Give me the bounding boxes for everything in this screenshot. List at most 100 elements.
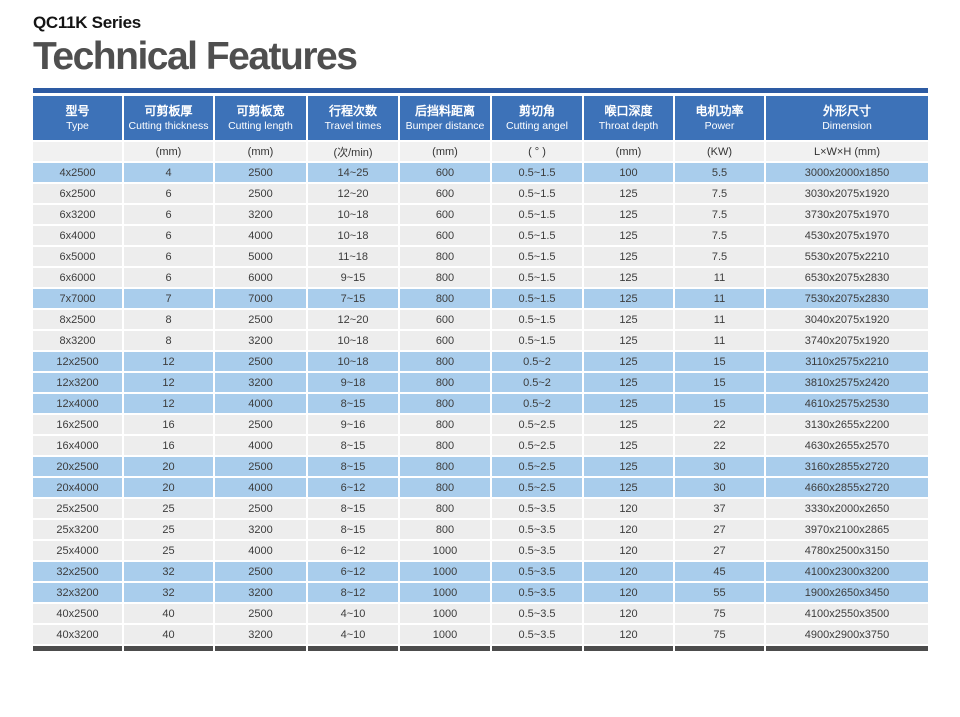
table-cell: 600 <box>400 331 490 350</box>
table-cell: 1900x2650x3450 <box>766 583 928 602</box>
table-header-row: 型号 Type 可剪板厚 Cutting thickness 可剪板宽 Cutting l… <box>33 96 928 140</box>
column-label-en: Travel times <box>324 119 382 132</box>
table-cell: 9~18 <box>308 373 398 392</box>
table-cell: 125 <box>584 289 673 308</box>
table-cell: 3200 <box>215 205 306 224</box>
table-cell: 0.5~2.5 <box>492 436 582 455</box>
table-cell: 5.5 <box>675 163 764 182</box>
table-cell: 1000 <box>400 604 490 623</box>
table-cell: 40x3200 <box>33 625 122 644</box>
table-row: 8x2500 8 2500 12~20 600 0.5~1.5 125 11 3040x2075… <box>33 310 928 329</box>
table-cell: 4660x2855x2720 <box>766 478 928 497</box>
table-row: 32x2500 32 2500 6~12 1000 0.5~3.5 120 45 4100x23… <box>33 562 928 581</box>
table-cell: 6 <box>124 205 213 224</box>
table-cell: 0.5~2.5 <box>492 415 582 434</box>
table-cell: 800 <box>400 268 490 287</box>
unit-cell: (mm) <box>124 142 213 161</box>
table-cell: 2500 <box>215 184 306 203</box>
table-cell: 7.5 <box>675 205 764 224</box>
partial-cell <box>584 646 673 651</box>
table-row: 6x2500 6 2500 12~20 600 0.5~1.5 125 7.5 3030x207… <box>33 184 928 203</box>
table-cell: 125 <box>584 352 673 371</box>
table-cell: 7 <box>124 289 213 308</box>
table-cell: 0.5~3.5 <box>492 583 582 602</box>
table-cell: 15 <box>675 394 764 413</box>
column-label-zh: 后挡料距离 <box>414 103 475 118</box>
partial-cell <box>308 646 398 651</box>
table-cell: 125 <box>584 226 673 245</box>
table-cell: 7000 <box>215 289 306 308</box>
table-top-accent-bar <box>33 88 928 93</box>
table-cell: 2500 <box>215 310 306 329</box>
table-cell: 4610x2575x2530 <box>766 394 928 413</box>
table-cell: 22 <box>675 436 764 455</box>
table-cell: 4000 <box>215 478 306 497</box>
table-cell: 1000 <box>400 625 490 644</box>
table-cell: 32x3200 <box>33 583 122 602</box>
column-label-zh: 电机功率 <box>695 103 744 118</box>
table-cell: 3160x2855x2720 <box>766 457 928 476</box>
table-row: 8x3200 8 3200 10~18 600 0.5~1.5 125 11 3740x2075… <box>33 331 928 350</box>
table-cell: 4900x2900x3750 <box>766 625 928 644</box>
table-cell: 125 <box>584 457 673 476</box>
column-header-dimension: 外形尺寸 Dimension <box>766 96 928 140</box>
partial-cell <box>766 646 928 651</box>
table-cell: 75 <box>675 625 764 644</box>
table-row: 40x2500 40 2500 4~10 1000 0.5~3.5 120 75 4100x25… <box>33 604 928 623</box>
table-cell: 2500 <box>215 415 306 434</box>
table-cell: 32 <box>124 583 213 602</box>
table-row: 12x4000 12 4000 8~15 800 0.5~2 125 15 4610x2575x… <box>33 394 928 413</box>
table-cell: 16 <box>124 436 213 455</box>
table-cell: 600 <box>400 226 490 245</box>
table-cell: 7.5 <box>675 247 764 266</box>
table-cell: 45 <box>675 562 764 581</box>
table-cell: 800 <box>400 415 490 434</box>
table-cell: 3200 <box>215 373 306 392</box>
table-cell: 6x2500 <box>33 184 122 203</box>
unit-cell: L×W×H (mm) <box>766 142 928 161</box>
table-cell: 5000 <box>215 247 306 266</box>
column-header-type: 型号 Type <box>33 96 122 140</box>
table-cell: 600 <box>400 163 490 182</box>
partial-next-section-row <box>33 646 928 651</box>
partial-cell <box>33 646 122 651</box>
partial-cell <box>492 646 582 651</box>
series-label: QC11K Series <box>33 13 141 32</box>
table-cell: 12 <box>124 352 213 371</box>
table-cell: 800 <box>400 352 490 371</box>
table-row: 32x3200 32 3200 8~12 1000 0.5~3.5 120 55 1900x26… <box>33 583 928 602</box>
table-row: 6x4000 6 4000 10~18 600 0.5~1.5 125 7.5 4530x207… <box>33 226 928 245</box>
table-cell: 25x4000 <box>33 541 122 560</box>
table-cell: 120 <box>584 625 673 644</box>
column-label-zh: 行程次数 <box>328 103 377 118</box>
unit-cell: ( ° ) <box>492 142 582 161</box>
table-row: 6x3200 6 3200 10~18 600 0.5~1.5 125 7.5 3730x207… <box>33 205 928 224</box>
table-cell: 37 <box>675 499 764 518</box>
column-header-throat-depth: 喉口深度 Throat depth <box>584 96 673 140</box>
table-cell: 4100x2550x3500 <box>766 604 928 623</box>
table-cell: 600 <box>400 184 490 203</box>
table-cell: 120 <box>584 562 673 581</box>
table-cell: 0.5~2 <box>492 373 582 392</box>
table-cell: 3730x2075x1970 <box>766 205 928 224</box>
table-cell: 100 <box>584 163 673 182</box>
table-row: 16x2500 16 2500 9~16 800 0.5~2.5 125 22 3130x265… <box>33 415 928 434</box>
table-cell: 800 <box>400 373 490 392</box>
table-cell: 8~15 <box>308 520 398 539</box>
table-cell: 6 <box>124 247 213 266</box>
table-cell: 800 <box>400 436 490 455</box>
table-cell: 7~15 <box>308 289 398 308</box>
table-cell: 800 <box>400 457 490 476</box>
table-cell: 3200 <box>215 520 306 539</box>
column-label-en: Cutting angel <box>506 119 568 132</box>
column-header-cutting-length: 可剪板宽 Cutting length <box>215 96 306 140</box>
column-label-en: Dimension <box>822 119 872 132</box>
partial-cell <box>215 646 306 651</box>
table-cell: 0.5~2.5 <box>492 457 582 476</box>
table-cell: 2500 <box>215 457 306 476</box>
table-cell: 0.5~3.5 <box>492 499 582 518</box>
unit-cell: (mm) <box>400 142 490 161</box>
unit-cell: (KW) <box>675 142 764 161</box>
table-cell: 15 <box>675 373 764 392</box>
table-cell: 8~15 <box>308 436 398 455</box>
